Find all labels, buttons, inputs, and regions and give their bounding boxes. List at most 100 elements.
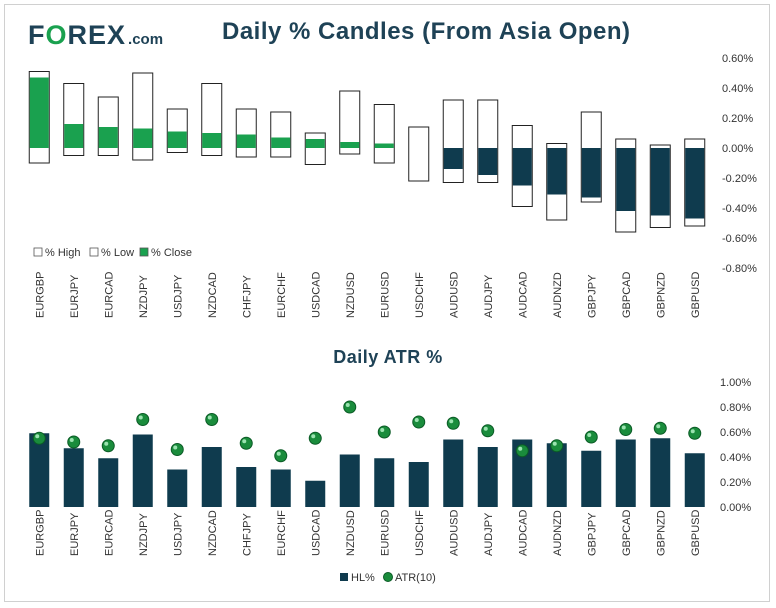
hl-bar-GBPJPY [581, 450, 602, 507]
atr-category-label: USDCHF [414, 510, 426, 556]
atr-dot-highlight [242, 439, 247, 444]
atr-category-label: GBPUSD [690, 509, 702, 556]
atr-dot-highlight [276, 451, 281, 456]
candle-range-EURCHF [270, 111, 292, 158]
candle-range-EURUSD [373, 104, 395, 164]
atr-dot-USDJPY [170, 443, 184, 456]
atr-ytick: 1.00% [720, 377, 751, 389]
candles-category-label: CHFJPY [241, 275, 253, 318]
atr-dot-NZDJPY [136, 413, 150, 426]
atr-category-label: NZDJPY [138, 513, 150, 556]
candles-category-label: NZDJPY [138, 275, 150, 318]
atr-ytick: 0.40% [720, 452, 751, 464]
atr-category-label: EURCHF [276, 510, 288, 556]
atr-dot-EURCAD [101, 439, 115, 453]
atr-dot-highlight [173, 445, 178, 450]
atr-dot-highlight [414, 418, 419, 422]
candles-category-label: EURGBP [34, 272, 46, 318]
candles-category-label: GBPUSD [690, 271, 702, 318]
chart-frame [4, 4, 770, 602]
atr-dot-USDCAD [308, 431, 322, 445]
atr-ytick: 0.80% [720, 402, 751, 414]
candles-category-label: EURJPY [69, 274, 81, 318]
candle-close-AUDCAD [512, 148, 532, 186]
hl-bar-USDJPY [167, 469, 188, 507]
atr-dot-highlight [587, 433, 592, 437]
hl-bar-AUDNZD [546, 443, 567, 507]
candle-close-EURCHF [271, 137, 291, 148]
candles-legend-label: % High [45, 247, 80, 259]
atr-category-label: EURCAD [103, 509, 115, 556]
atr-dot-highlight [656, 424, 661, 429]
logo-o-icon: O [45, 20, 68, 50]
atr-dot-highlight [35, 434, 40, 439]
atr-dot-AUDNZD [550, 439, 564, 453]
candles-chart-title: Daily % Candles (From Asia Open) [222, 18, 631, 45]
atr-dot-highlight [207, 415, 212, 420]
candles-ytick: -0.20% [722, 173, 757, 185]
atr-ytick: 0.60% [720, 427, 751, 439]
hl-bar-AUDJPY [477, 447, 498, 507]
atr-dot-highlight [483, 426, 488, 431]
legend-swatch-hl [340, 573, 348, 581]
atr-category-label: AUDUSD [448, 509, 460, 556]
atr-ytick: 0.20% [720, 477, 751, 489]
candles-ytick: -0.60% [722, 233, 757, 245]
hl-bar-EURGBP [29, 433, 50, 507]
atr-dot-AUDUSD [446, 416, 460, 430]
atr-category-label: NZDCAD [207, 510, 219, 556]
candle-close-GBPJPY [581, 148, 601, 198]
candles-ytick: -0.80% [722, 263, 757, 275]
candles-category-label: GBPJPY [586, 274, 598, 318]
candle-close-EURCAD [98, 127, 118, 148]
atr-category-label: AUDNZD [552, 510, 564, 556]
hl-bar-NZDCAD [201, 447, 222, 507]
atr-dot-USDCHF [412, 415, 426, 429]
atr-dot-highlight [104, 441, 109, 446]
hl-bar-NZDUSD [339, 454, 360, 507]
atr-dot-GBPNZD [653, 421, 667, 435]
atr-dot-highlight [138, 415, 143, 420]
hl-bar-AUDUSD [443, 439, 464, 507]
legend-swatch-2 [139, 247, 149, 257]
atr-dot-GBPCAD [619, 423, 633, 436]
atr-category-label: USDCAD [310, 509, 322, 556]
candles-category-label: AUDUSD [448, 271, 460, 318]
hl-bar-EURUSD [374, 458, 395, 507]
atr-dot-AUDCAD [515, 444, 529, 458]
hl-bar-GBPNZD [650, 438, 671, 507]
candle-close-EURJPY [64, 124, 84, 148]
candle-close-EURGBP [29, 77, 49, 148]
atr-dot-CHFJPY [239, 436, 253, 450]
hl-bar-EURCHF [270, 469, 291, 507]
candles-ytick: 0.60% [722, 53, 753, 65]
candles-ytick: 0.40% [722, 83, 753, 95]
atr-dot-highlight [69, 438, 74, 442]
atr-dot-highlight [552, 441, 557, 446]
atr-dot-highlight [690, 429, 695, 434]
hl-bar-USDCHF [408, 462, 429, 507]
hl-bar-USDCAD [305, 480, 326, 507]
candle-close-GBPCAD [616, 148, 636, 211]
candles-category-label: AUDNZD [552, 272, 564, 318]
candle-close-AUDJPY [478, 148, 498, 175]
candles-category-label: EURUSD [379, 271, 391, 318]
candle-close-USDCAD [305, 139, 325, 148]
atr-category-label: GBPJPY [586, 512, 598, 556]
hl-bar-NZDJPY [132, 434, 153, 507]
candles-category-label: NZDUSD [345, 272, 357, 318]
candles-category-label: AUDJPY [483, 274, 495, 318]
atr-dot-EURUSD [377, 425, 391, 439]
candle-range-CHFJPY [235, 108, 257, 158]
atr-dot-highlight [311, 434, 316, 439]
atr-legend-label: HL% [351, 572, 375, 584]
candle-close-AUDUSD [443, 148, 463, 169]
candle-close-GBPNZD [650, 148, 670, 216]
atr-category-label: AUDJPY [483, 512, 495, 556]
candles-ytick: 0.20% [722, 113, 753, 125]
atr-dot-GBPUSD [688, 426, 702, 440]
candle-close-CHFJPY [236, 134, 256, 148]
candles-category-label: GBPCAD [621, 271, 633, 318]
atr-chart-title: Daily ATR % [333, 347, 443, 367]
